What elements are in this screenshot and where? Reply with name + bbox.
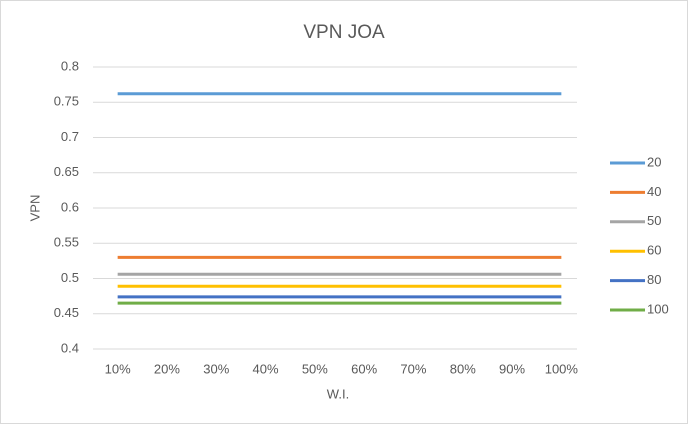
y-tick-label: 0.4 bbox=[61, 340, 79, 355]
x-axis-title: W.I. bbox=[327, 386, 349, 401]
legend-label: 40 bbox=[647, 184, 661, 199]
y-tick-label: 0.7 bbox=[61, 129, 79, 144]
legend-label: 100 bbox=[647, 301, 669, 316]
legend-label: 50 bbox=[647, 213, 661, 228]
x-tick-label: 20% bbox=[154, 361, 180, 376]
y-tick-label: 0.55 bbox=[54, 235, 79, 250]
x-tick-label: 40% bbox=[253, 361, 279, 376]
legend-label: 80 bbox=[647, 272, 661, 287]
y-tick-label: 0.8 bbox=[61, 58, 79, 73]
x-tick-label: 70% bbox=[400, 361, 426, 376]
chart-title: VPN JOA bbox=[303, 22, 385, 43]
y-tick-label: 0.65 bbox=[54, 164, 79, 179]
x-tick-label: 10% bbox=[105, 361, 131, 376]
x-tick-label: 60% bbox=[351, 361, 377, 376]
x-tick-label: 100% bbox=[545, 361, 579, 376]
x-tick-label: 90% bbox=[499, 361, 525, 376]
x-tick-label: 80% bbox=[450, 361, 476, 376]
y-tick-label: 0.75 bbox=[54, 94, 79, 109]
x-tick-label: 50% bbox=[302, 361, 328, 376]
legend-label: 20 bbox=[647, 154, 661, 169]
y-axis-title: VPN bbox=[27, 195, 42, 222]
y-tick-label: 0.6 bbox=[61, 199, 79, 214]
y-tick-label: 0.45 bbox=[54, 305, 79, 320]
legend-label: 60 bbox=[647, 243, 661, 258]
x-tick-label: 30% bbox=[203, 361, 229, 376]
y-tick-label: 0.5 bbox=[61, 270, 79, 285]
